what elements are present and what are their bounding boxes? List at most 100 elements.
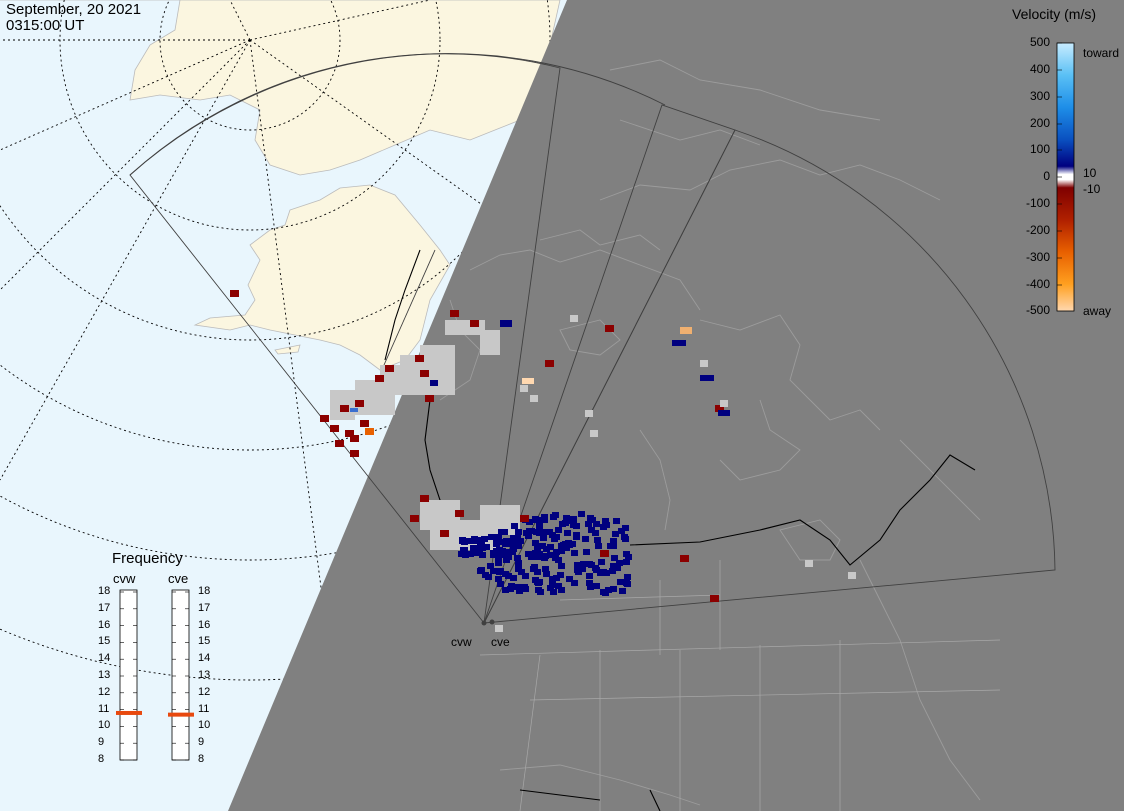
scatter-cell xyxy=(479,552,486,558)
velocity-tick: -300 xyxy=(1025,250,1050,264)
scatter-cell xyxy=(603,570,610,576)
night-coastlines xyxy=(439,59,981,806)
scatter-cell xyxy=(617,579,624,585)
scatter-cell xyxy=(573,523,580,529)
scatter-cell xyxy=(607,543,614,549)
scatter-cell xyxy=(623,559,630,565)
scatter-cell xyxy=(543,546,550,552)
scatter-cell xyxy=(230,290,239,297)
scatter-cell xyxy=(509,549,516,555)
cve-frequency-tick: 11 xyxy=(198,702,210,715)
cve-frequency-tick: 8 xyxy=(198,753,205,765)
velocity-tick: 500 xyxy=(1029,35,1050,49)
cve-frequency-tick: 14 xyxy=(198,652,211,665)
cvw-frequency-tick: 18 xyxy=(98,585,111,597)
scatter-cell xyxy=(503,551,510,557)
scatter-cell xyxy=(539,543,546,549)
scatter-cell xyxy=(571,580,578,586)
radar-fov xyxy=(129,53,1056,624)
scatter-cell xyxy=(450,310,459,317)
scatter-cell xyxy=(710,595,719,602)
scatter-cell xyxy=(624,574,631,580)
velocity-tick: -500 xyxy=(1025,303,1050,317)
scatter-cell xyxy=(590,430,598,437)
scatter-cell xyxy=(545,360,554,367)
cvw-frequency-tick: 14 xyxy=(98,652,111,665)
cve-frequency-gauge xyxy=(171,589,190,761)
scatter-cell xyxy=(483,544,490,550)
scatter-cell xyxy=(613,518,620,524)
scatter-cell xyxy=(537,589,544,595)
scatter-cell xyxy=(585,410,593,417)
scatter-cell xyxy=(547,544,554,550)
velocity-tick: 400 xyxy=(1029,62,1050,76)
scatter-cell xyxy=(340,405,349,412)
scatter-cell xyxy=(440,530,449,537)
scatter-cell xyxy=(720,400,728,407)
scatter-cell xyxy=(578,511,585,517)
scatter-cell xyxy=(500,320,512,327)
scatter-cell xyxy=(579,565,586,571)
scatter-cell xyxy=(355,400,364,407)
political-borders xyxy=(479,560,1001,811)
cve-frequency-tick: 15 xyxy=(198,635,211,648)
scatter-cell xyxy=(593,521,600,527)
scatter-cell xyxy=(536,579,543,585)
scatter-cell xyxy=(534,569,541,575)
scatter-cell xyxy=(503,538,510,544)
scatter-cell xyxy=(515,529,522,535)
scatter-cell xyxy=(520,515,529,522)
scatter-cell xyxy=(573,534,580,540)
scatter-cell xyxy=(570,315,578,322)
cve-frequency-tick: 18 xyxy=(198,585,211,597)
scatter-cell xyxy=(587,584,594,590)
scatter-cell xyxy=(493,538,500,544)
scatter-cell xyxy=(541,517,548,523)
scatter-cell xyxy=(350,450,359,457)
scatter-cell xyxy=(597,570,604,576)
scatter-cell xyxy=(624,581,631,587)
scatter-cell xyxy=(609,568,616,574)
scatter-cell xyxy=(672,340,686,346)
scatter-cell xyxy=(320,415,329,422)
scatter-cell xyxy=(848,572,856,579)
scatter-cell xyxy=(514,584,521,590)
scatter-cell xyxy=(330,425,339,432)
night-shading xyxy=(228,0,1124,811)
cve-frequency-tick: 13 xyxy=(198,669,211,681)
scatter-cell xyxy=(410,515,419,522)
scatter-cell xyxy=(498,529,505,535)
cve-frequency-tick: 17 xyxy=(198,601,211,614)
scatter-cell xyxy=(495,553,502,559)
scatter-cell xyxy=(614,565,621,571)
scatter-cell xyxy=(592,530,599,536)
scatter-cell xyxy=(425,395,434,402)
scatter-cell xyxy=(461,539,468,545)
scatter-cell xyxy=(514,555,521,561)
scatter-cell xyxy=(510,584,517,590)
scatter-cell xyxy=(600,550,609,557)
scatter-cell xyxy=(533,554,540,560)
aleutian-islands xyxy=(274,344,301,355)
scatter-cell xyxy=(485,574,492,580)
scatter-cell xyxy=(511,523,518,529)
cvw-frequency-tick: 11 xyxy=(98,702,110,715)
velocity-legend-title: Velocity (m/s) xyxy=(1012,6,1097,22)
scatter-cell xyxy=(488,534,495,540)
scatter-cell xyxy=(600,524,607,530)
scatter-cell xyxy=(502,587,509,593)
scatter-cell xyxy=(588,527,595,533)
scatter-cell xyxy=(526,519,533,525)
velocity-tick: 200 xyxy=(1029,116,1050,130)
scatter-cell xyxy=(566,576,573,582)
cve-frequency-tick: 9 xyxy=(198,736,205,749)
cve-frequency-tick: 10 xyxy=(198,719,211,732)
scatter-cell xyxy=(497,581,504,587)
scatter-cell xyxy=(515,543,522,549)
scatter-cell xyxy=(550,589,557,595)
scatter-cell xyxy=(495,625,503,632)
scatter-cell xyxy=(550,514,557,520)
scatter-cell xyxy=(598,559,605,565)
toward-label: toward xyxy=(1083,46,1120,60)
scatter-cell xyxy=(555,557,562,563)
